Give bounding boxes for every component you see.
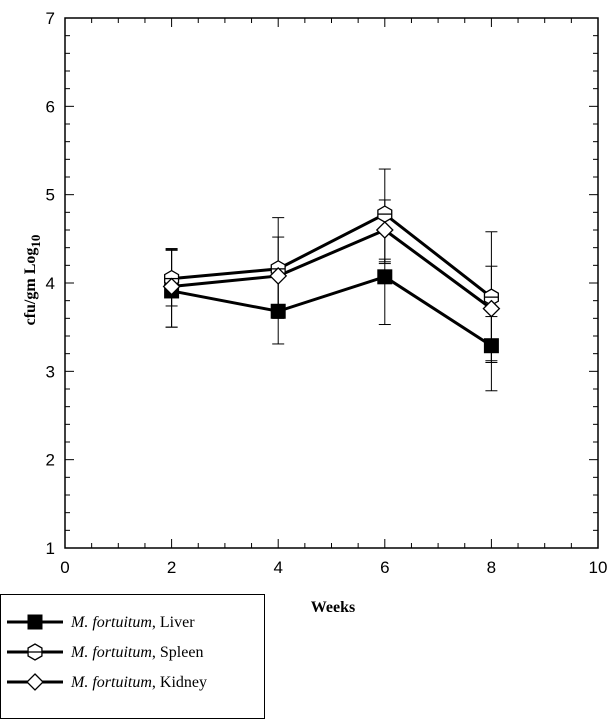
- series-line-kidney: [171, 228, 493, 310]
- data-point-kidney: [162, 277, 181, 296]
- legend-label-liver: M. fortuitum, Liver: [70, 614, 195, 631]
- x-tick-label: 2: [167, 558, 176, 577]
- series-lines: [171, 212, 493, 347]
- data-point-liver: [483, 338, 499, 354]
- legend-item-liver: M. fortuitum, Liver: [7, 614, 195, 631]
- data-point-liver: [270, 303, 286, 319]
- legend-marker-spleen: [27, 643, 43, 661]
- y-axis-title-main: cfu/gm Log: [22, 248, 39, 326]
- x-tick-label: 10: [589, 558, 608, 577]
- x-tick-label: 8: [487, 558, 496, 577]
- y-axis-title: cfu/gm Log10: [22, 235, 43, 326]
- x-tick-label: 6: [380, 558, 389, 577]
- y-tick-label: 3: [46, 362, 55, 381]
- data-point-kidney: [482, 299, 501, 318]
- x-tick-label: 4: [273, 558, 282, 577]
- data-point-liver: [377, 269, 393, 285]
- plot-frame: [64, 17, 599, 549]
- data-point-kidney: [269, 267, 288, 285]
- y-axis-title-group: cfu/gm Log10: [22, 235, 43, 326]
- data-point-spleen: [483, 288, 499, 306]
- series-markers: [162, 205, 501, 354]
- legend-svg: M. fortuitum, Liver M. fortuitum, Spleen M…: [7, 614, 207, 691]
- data-point-kidney: [375, 221, 394, 239]
- y-tick-label: 6: [46, 97, 55, 116]
- y-tick-label: 2: [46, 451, 55, 470]
- y-tick-label: 7: [46, 9, 55, 28]
- series-line-spleen: [171, 212, 493, 299]
- legend-label-kidney: M. fortuitum, Kidney: [70, 674, 207, 691]
- y-tick-label: 4: [46, 274, 55, 293]
- legend-marker-liver: [27, 614, 43, 630]
- legend-marker-kidney: [26, 673, 44, 691]
- y-axis-title-subscript: 10: [28, 235, 43, 248]
- series-line-liver: [171, 275, 493, 347]
- error-bars: [165, 168, 498, 392]
- x-axis-title: Weeks: [311, 599, 355, 616]
- axes: [64, 17, 599, 549]
- axis-ticks: [64, 17, 599, 549]
- error-bar-liver: [378, 258, 391, 326]
- y-tick-label: 1: [46, 539, 55, 558]
- data-point-spleen: [377, 205, 393, 223]
- y-tick-label: 5: [46, 186, 55, 205]
- legend-item-kidney: M. fortuitum, Kidney: [7, 673, 207, 691]
- x-tick-label: 0: [60, 558, 69, 577]
- legend-item-spleen: M. fortuitum, Spleen: [7, 643, 203, 661]
- legend-label-spleen: M. fortuitum, Spleen: [70, 644, 203, 661]
- legend: M. fortuitum, Liver M. fortuitum, Spleen M…: [0, 594, 265, 719]
